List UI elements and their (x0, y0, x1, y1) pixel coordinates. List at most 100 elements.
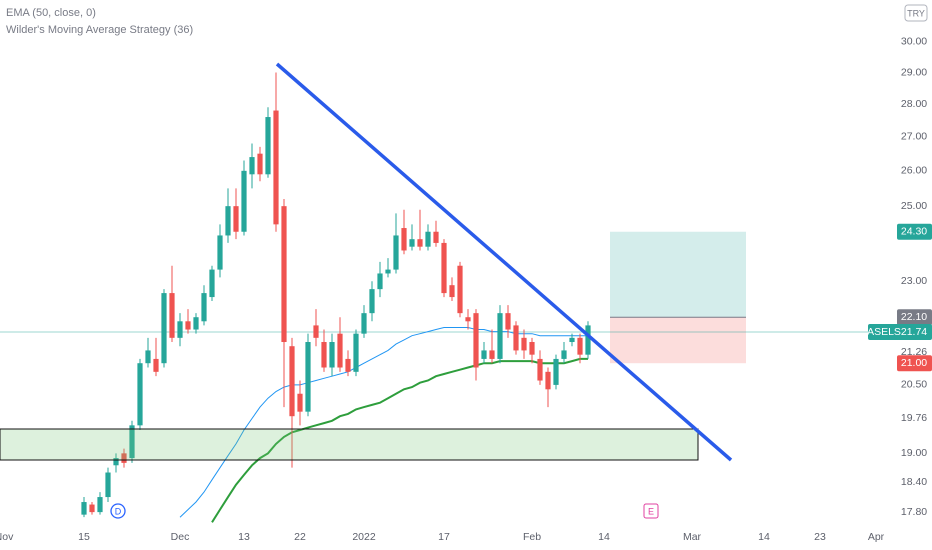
candle-body (281, 206, 287, 343)
support-zone (0, 428, 699, 461)
y-tick-label: 21.26 (901, 346, 927, 358)
candle-body (401, 228, 407, 251)
y-tick-label: 23.00 (901, 275, 927, 287)
candle-body (257, 153, 263, 175)
plot (81, 72, 591, 523)
y-tick-label: 25.00 (901, 200, 927, 212)
price-tag-symbol: ASELS (867, 326, 901, 338)
candle-body (553, 358, 559, 385)
candle-body (393, 235, 399, 270)
trend-line (275, 62, 733, 462)
earnings-marker (643, 503, 659, 519)
candle-body (441, 242, 447, 294)
candle-body (313, 325, 319, 338)
candle-body (321, 342, 327, 368)
x-tick-label: 22 (294, 531, 306, 543)
y-tick-label: 19.00 (901, 447, 927, 459)
candle-body (361, 313, 367, 334)
price-tag (897, 355, 932, 372)
x-tick-label: Apr (868, 531, 885, 543)
price-tag (868, 324, 932, 341)
candle-body (161, 293, 167, 364)
candle-body (137, 363, 143, 426)
candle-body (385, 269, 391, 274)
candle-body (345, 358, 351, 372)
candle-body (193, 317, 199, 330)
candle-body (113, 458, 119, 466)
candle-body (329, 342, 335, 368)
y-tick-label: 27.00 (901, 131, 927, 143)
y-tick-label: 29.00 (901, 66, 927, 78)
candle-body (265, 117, 271, 175)
y-tick-label: 28.00 (901, 98, 927, 110)
dividend-marker (110, 503, 126, 519)
x-tick-label: 2022 (352, 531, 376, 543)
x-tick-label: Mar (683, 531, 702, 543)
price-tag-label: 21.74 (901, 326, 927, 338)
candle-body (185, 321, 191, 330)
candle-body (545, 371, 551, 390)
candle-body (585, 325, 591, 355)
candle-body (233, 206, 239, 232)
y-tick-label: 17.80 (901, 506, 927, 518)
underlay (0, 231, 896, 364)
candle-body (169, 293, 175, 338)
candle-body (153, 358, 159, 372)
candle-body (529, 342, 535, 355)
price-tag-label: 24.30 (901, 226, 927, 238)
candle-body (513, 325, 519, 351)
candle-body (145, 350, 151, 364)
candle-body (481, 350, 487, 359)
y-tick-label: 20.50 (901, 379, 927, 391)
legend-wilder: Wilder's Moving Average Strategy (36) (6, 24, 193, 36)
candle-body (473, 313, 479, 368)
x-tick-label: 17 (438, 531, 450, 543)
price-tag-label: 22.10 (901, 311, 927, 323)
indicator-line (211, 357, 588, 523)
dividend-label: D (115, 506, 122, 516)
x-tick-label: 15 (78, 531, 90, 543)
candle-body (81, 502, 87, 515)
y-tick-label: 19.76 (901, 412, 927, 424)
candle-body (577, 337, 583, 355)
price-tag (897, 223, 932, 240)
candle-body (337, 333, 343, 368)
candle-body (105, 472, 111, 498)
candle-body (537, 358, 543, 381)
candle-body (561, 350, 567, 359)
x-tick-label: Feb (523, 531, 541, 543)
legend-ema: EMA (50, close, 0) (6, 7, 96, 19)
candle-body (97, 497, 103, 513)
price-tag-label: 21.00 (901, 357, 927, 369)
x-tick-label: 14 (598, 531, 610, 543)
candle-body (433, 231, 439, 243)
candle-body (209, 269, 215, 298)
x-tick-label: 13 (238, 531, 250, 543)
candle-body (457, 265, 463, 314)
price-axis: Nov 15 Dec 13 22 2022 17 Feb 14 Mar 14 23 Apr 30.00 29… (0, 36, 932, 543)
currency-box[interactable] (904, 4, 928, 22)
candle-body (305, 342, 311, 412)
x-tick-label: Nov (0, 531, 14, 543)
target-zone (610, 231, 746, 318)
candle-body (449, 285, 455, 298)
y-tick-label: 30.00 (901, 36, 927, 48)
earnings-label: E (648, 506, 654, 516)
y-tick-label: 18.40 (901, 476, 927, 488)
candle-body (249, 157, 255, 175)
candle-body (505, 313, 511, 330)
candle-body (121, 453, 127, 463)
candle-body (201, 293, 207, 322)
candle-body (289, 346, 295, 417)
y-tick-label: 26.00 (901, 165, 927, 177)
candle-body (225, 206, 231, 236)
stop-zone (610, 317, 746, 364)
candle-body (425, 231, 431, 247)
candle-body (177, 321, 183, 338)
candle-body (89, 504, 95, 513)
candle-body (241, 170, 247, 232)
x-tick-label: Dec (171, 531, 190, 543)
candle-body (297, 393, 303, 412)
